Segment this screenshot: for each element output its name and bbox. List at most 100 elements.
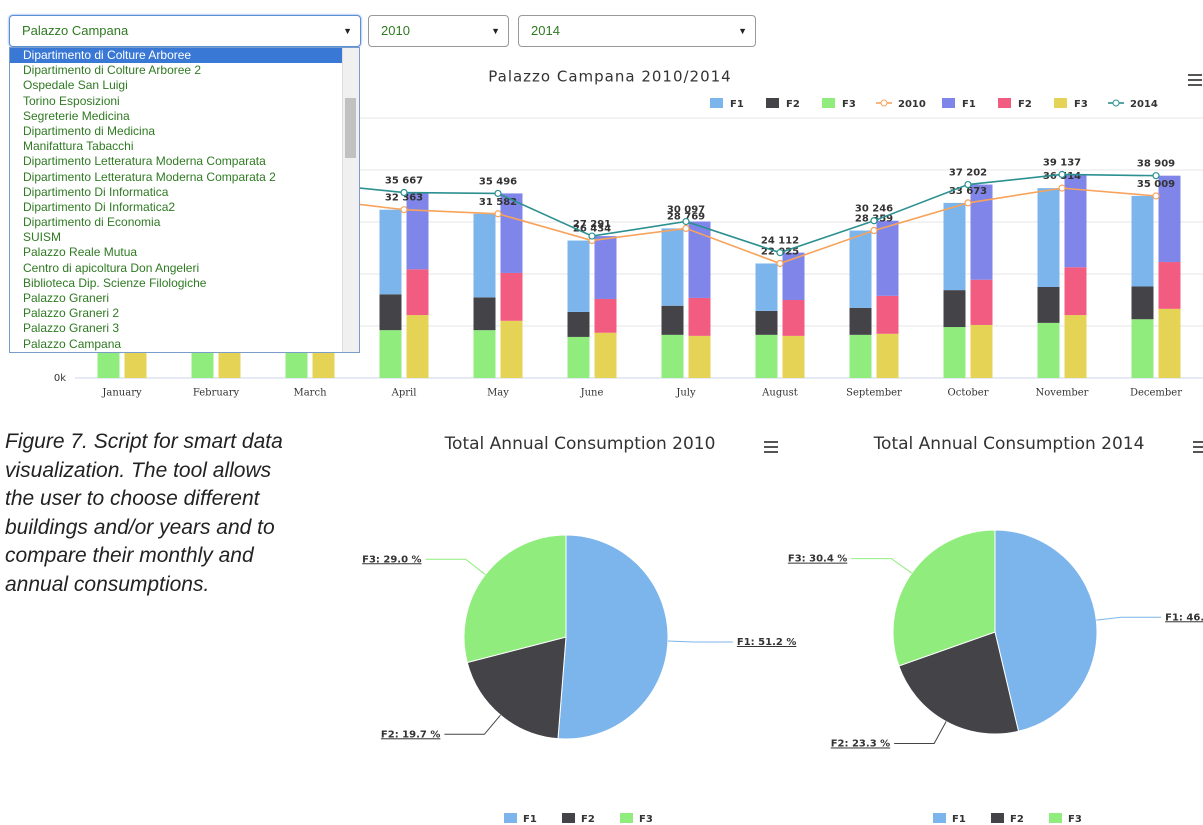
data-label: F1: 46.3 %	[1165, 612, 1203, 623]
line-marker	[682, 224, 690, 233]
dropdown-item[interactable]: Dipartimento Letteratura Moderna Compara…	[23, 169, 276, 184]
line-marker	[588, 232, 596, 240]
dropdown-item[interactable]: Palazzo Graneri 2	[23, 306, 120, 321]
building-select[interactable]: Palazzo Campana ▼	[9, 15, 361, 47]
data-label: 30 246	[855, 204, 893, 215]
scrollbar[interactable]	[342, 48, 359, 352]
bar-segment	[876, 333, 899, 378]
x-tick-label: March	[293, 388, 327, 399]
label-connector	[425, 558, 486, 575]
dropdown-item[interactable]: Ospedale San Luigi	[23, 78, 128, 93]
data-label: F3: 29.0 %	[362, 554, 421, 565]
dropdown-item[interactable]: Centro di apicoltura Don Angeleri	[23, 260, 200, 275]
data-label: 30 097	[667, 204, 705, 215]
bar-segment	[970, 184, 993, 280]
menu-icon	[1193, 451, 1203, 453]
x-tick-label: May	[487, 388, 509, 399]
line-marker	[400, 206, 408, 214]
legend-label: F3	[1074, 99, 1088, 110]
bar-segment	[1064, 174, 1087, 268]
bar-segment	[661, 305, 684, 335]
dropdown-item[interactable]: Palazzo Reale Mutua	[23, 245, 138, 260]
line-marker	[1058, 170, 1066, 179]
line-marker	[494, 210, 502, 218]
label-connector	[444, 714, 501, 735]
bar-segment	[782, 335, 805, 378]
dropdown-item[interactable]: Dipartimento Di Informatica2	[23, 199, 176, 214]
bar-segment	[594, 332, 617, 378]
caption-line: the user to choose different	[5, 487, 260, 510]
data-label: 28 769	[667, 211, 705, 222]
x-tick-label: January	[101, 388, 142, 399]
bar-segment	[876, 295, 899, 334]
scroll-thumb[interactable]	[345, 98, 356, 158]
dropdown-item[interactable]: Dipartimento di Medicina	[23, 123, 156, 138]
legend-label: F2	[1010, 814, 1024, 825]
x-tick-label: June	[580, 388, 604, 399]
x-tick-label: July	[675, 388, 696, 399]
pie-slice	[463, 534, 567, 664]
dropdown-item[interactable]: Segreterie Medicina	[23, 108, 130, 123]
legend-label: F1	[523, 814, 537, 825]
line-marker	[1152, 192, 1160, 200]
data-label: 24 112	[761, 236, 799, 247]
data-label: 37 202	[949, 168, 987, 179]
data-label: 31 582	[479, 197, 517, 208]
legend-label: 2010	[898, 99, 926, 110]
bar-segment	[594, 298, 617, 333]
dropdown-item[interactable]: Manifattura Tabacchi	[23, 139, 134, 154]
line-marker	[1152, 172, 1160, 180]
bar-segment	[379, 209, 402, 295]
bar-segment	[1131, 286, 1154, 320]
select-arrow: ▼	[491, 26, 500, 36]
dropdown-item[interactable]: Dipartimento Di Informatica	[23, 184, 169, 199]
year-select[interactable]: 2010 ▼	[368, 15, 509, 47]
caption-line: Figure 7. Script for smart data	[5, 430, 283, 453]
line-marker	[682, 217, 690, 226]
caption: Figure 7. Script for smart data visualiza…	[5, 428, 283, 599]
line-marker	[776, 259, 784, 268]
bar-segment	[1131, 319, 1154, 378]
dropdown-item[interactable]: Dipartimento Letteratura Moderna Compara…	[23, 154, 266, 169]
bar-segment	[1131, 195, 1154, 287]
bar-segment	[688, 335, 711, 378]
bar-segment	[661, 334, 684, 378]
legend-symbol	[504, 813, 517, 823]
bar-segment	[876, 220, 899, 296]
dropdown-item[interactable]: Dipartimento di Economia	[23, 215, 161, 230]
x-tick-label: August	[761, 388, 798, 399]
dropdown-item[interactable]: Palazzo Campana	[23, 336, 122, 351]
x-tick-label: December	[1130, 388, 1182, 399]
dropdown-item[interactable]: Torino Esposizioni	[23, 93, 120, 108]
bar-segment	[1037, 287, 1060, 323]
dropdown-item[interactable]: Biblioteca Dip. Scienze Filologiche	[23, 275, 207, 290]
dropdown-item[interactable]: Dipartimento di Colture Arboree	[10, 48, 342, 64]
select-value: Palazzo Campana	[22, 23, 129, 38]
bar-segment	[970, 279, 993, 325]
bar-segment	[473, 213, 496, 298]
data-label: F3: 30.4 %	[788, 554, 847, 565]
year-select[interactable]: 2014 ▼	[518, 15, 756, 47]
bar-segment	[406, 269, 429, 316]
caption-line: buildings and/or years and to	[5, 515, 275, 539]
dropdown-item[interactable]: Dipartimento di Colture Arboree 2	[23, 63, 202, 78]
line-marker	[776, 249, 784, 257]
legend-symbol	[998, 98, 1011, 108]
label-connector	[851, 558, 913, 574]
data-label: F2: 23.3 %	[831, 738, 890, 749]
legend-label: F3	[639, 814, 653, 825]
dropdown-item[interactable]: Palazzo Graneri	[23, 291, 110, 305]
bar-segment	[1158, 262, 1181, 309]
legend-symbol	[1049, 813, 1062, 823]
bar-segment	[943, 327, 966, 378]
x-tick-label: September	[846, 388, 902, 399]
bar-segment	[755, 334, 778, 378]
bar-segment	[1064, 267, 1087, 316]
menu-icon	[1188, 84, 1202, 86]
data-label: 35 496	[479, 176, 517, 187]
label-connector	[1096, 616, 1162, 621]
legend-label: F2	[581, 814, 595, 825]
menu-icon	[1188, 79, 1202, 81]
dropdown-item[interactable]: Palazzo Graneri 3	[23, 321, 120, 336]
dropdown-item[interactable]: SUISM	[23, 230, 62, 245]
